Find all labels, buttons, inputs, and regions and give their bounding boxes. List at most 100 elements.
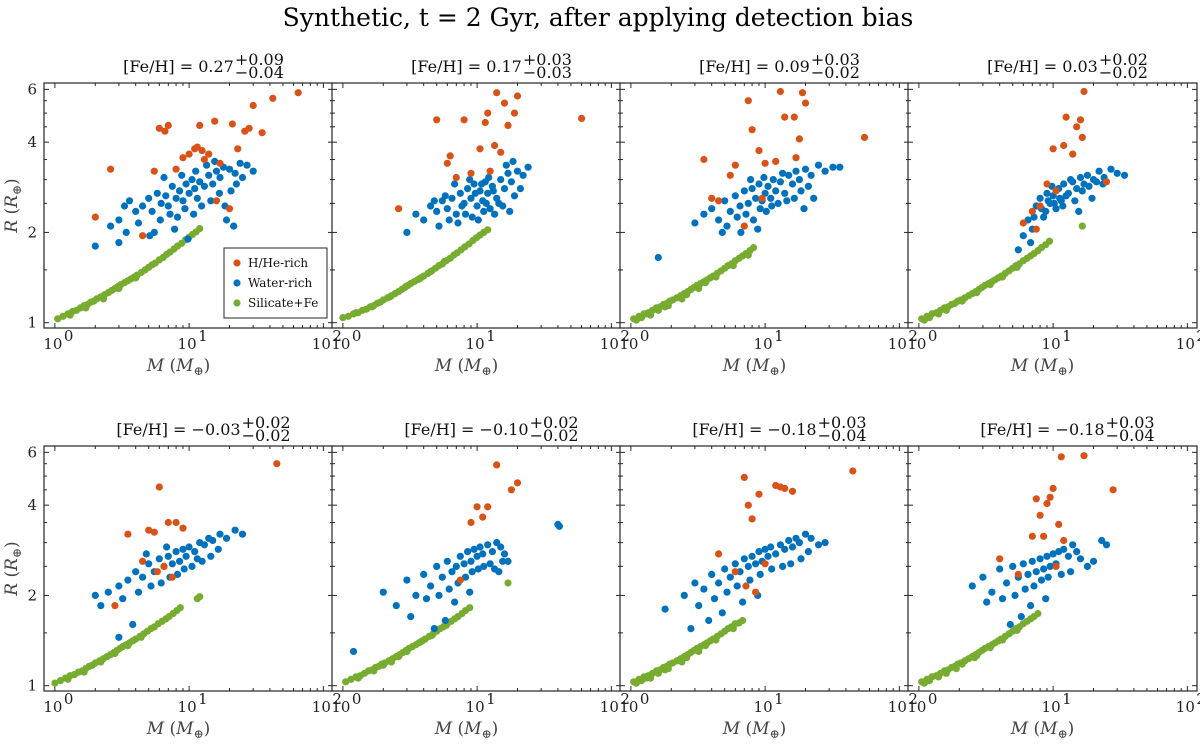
x-label-sub: ⊕ xyxy=(770,727,780,741)
point-water xyxy=(222,216,231,224)
point-water xyxy=(733,213,741,221)
y-label-unit: R xyxy=(2,195,22,209)
point-water xyxy=(139,202,147,210)
point-hhe xyxy=(1028,207,1036,215)
legend: H/He-rich Water-rich Silicate+Fe xyxy=(223,247,328,319)
feh-value: −0.10 xyxy=(480,420,529,439)
x-label-sub: ⊕ xyxy=(482,727,492,741)
scatter-points xyxy=(630,87,869,324)
point-water xyxy=(209,180,217,188)
point-water xyxy=(733,582,741,590)
x-tick-exponent: 1 xyxy=(774,690,784,708)
point-water xyxy=(412,210,420,218)
point-water xyxy=(480,562,488,571)
panel-title: [Fe/H] = −0.03 xyxy=(116,420,240,439)
point-hhe xyxy=(452,173,460,182)
feh-label: [Fe/H] = xyxy=(123,57,198,76)
point-water xyxy=(192,167,200,175)
point-water xyxy=(97,602,105,610)
scatter-points xyxy=(918,87,1129,324)
feh-value: 0.03 xyxy=(1062,57,1098,76)
point-hhe xyxy=(772,157,780,165)
point-water xyxy=(779,169,787,177)
point-water xyxy=(804,548,813,556)
point-hhe xyxy=(168,573,176,581)
point-water xyxy=(764,182,772,190)
point-water xyxy=(196,178,204,186)
x-label-sub: ⊕ xyxy=(1058,364,1068,378)
point-hhe xyxy=(795,135,804,143)
point-water xyxy=(500,550,509,558)
point-water xyxy=(1019,232,1027,240)
point-water xyxy=(756,570,764,579)
x-tick-exponent: 1 xyxy=(1062,690,1072,708)
point-water xyxy=(456,189,464,197)
point-water xyxy=(1027,239,1035,247)
x-tick-exponent: 1 xyxy=(486,327,496,345)
point-silicate xyxy=(695,284,703,293)
point-silicate xyxy=(427,268,435,276)
point-hhe xyxy=(273,460,281,468)
point-hhe xyxy=(124,530,132,538)
point-hhe xyxy=(744,501,752,509)
point-water xyxy=(464,548,472,556)
point-water xyxy=(1032,568,1040,576)
point-water xyxy=(484,189,492,197)
point-water xyxy=(433,207,441,215)
point-water xyxy=(1059,202,1067,210)
y-label-close: ) xyxy=(2,541,22,548)
point-water xyxy=(164,552,172,560)
point-hhe xyxy=(1080,452,1088,460)
point-water xyxy=(120,202,129,210)
point-water xyxy=(207,552,215,560)
point-silicate xyxy=(66,311,74,319)
point-water xyxy=(800,205,808,213)
point-water xyxy=(767,194,775,202)
point-water xyxy=(737,228,745,236)
point-water xyxy=(752,560,760,568)
point-hhe xyxy=(145,526,153,534)
point-water xyxy=(162,192,170,200)
x-label-close: ) xyxy=(204,356,211,376)
y-label-close: ) xyxy=(2,178,22,185)
y-tick-label: 2 xyxy=(27,586,37,604)
point-water xyxy=(1078,187,1086,195)
point-water xyxy=(473,552,481,560)
point-hhe xyxy=(1073,123,1081,131)
point-water xyxy=(715,216,723,224)
point-water xyxy=(804,182,813,190)
point-water xyxy=(742,210,750,218)
point-water xyxy=(451,598,459,606)
point-silicate xyxy=(386,293,394,301)
point-hhe xyxy=(513,92,522,100)
point-water xyxy=(781,545,789,553)
point-hhe xyxy=(111,602,119,610)
point-silicate xyxy=(132,274,140,282)
point-hhe xyxy=(395,205,403,213)
point-water xyxy=(1042,595,1050,603)
point-silicate xyxy=(354,674,362,682)
point-water xyxy=(998,595,1007,603)
x-axis-label: M (M⊕) xyxy=(434,356,499,378)
point-hhe xyxy=(467,169,475,177)
panel-frame xyxy=(619,445,910,692)
point-water xyxy=(1024,570,1032,579)
point-silicate xyxy=(749,244,758,252)
point-water xyxy=(200,541,208,549)
feh-value: 0.17 xyxy=(486,57,522,76)
point-water xyxy=(489,187,497,195)
point-water xyxy=(781,189,789,197)
point-hhe xyxy=(228,120,236,128)
point-water xyxy=(132,568,140,576)
point-hhe xyxy=(245,124,253,132)
point-water xyxy=(769,176,777,184)
point-water xyxy=(215,189,223,197)
point-water xyxy=(486,205,494,213)
point-water xyxy=(785,536,793,545)
point-hhe xyxy=(776,87,785,96)
point-hhe xyxy=(578,114,586,122)
x-tick-label: 10 xyxy=(619,335,638,353)
x-label-open: ( xyxy=(164,356,176,376)
point-hhe xyxy=(155,124,163,132)
